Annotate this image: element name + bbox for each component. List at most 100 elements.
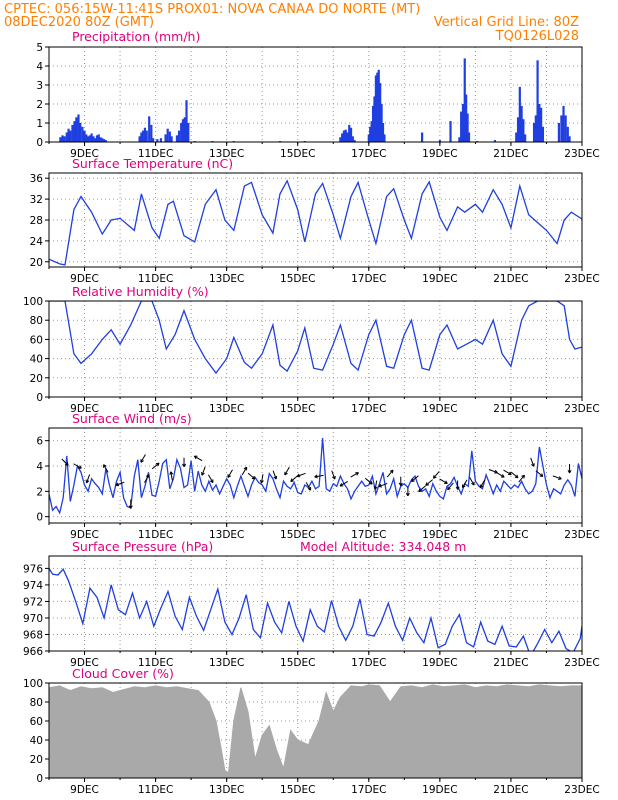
wind-arrow xyxy=(140,454,146,463)
wind-data xyxy=(49,438,582,515)
precip-bar xyxy=(102,139,106,142)
precip-xtick-label: 9DEC xyxy=(70,148,99,160)
pressure-ytick-label: 972 xyxy=(23,596,43,608)
pressure-xtick-label: 23DEC xyxy=(564,657,599,669)
cloud-xtick-label: 21DEC xyxy=(493,784,528,796)
precip-bar xyxy=(85,134,88,142)
cloud-panel: 0 20 40 60 80 100 9DEC 11DEC 13DEC 15DEC 17DEC 19DE… xyxy=(23,678,600,796)
precip-xtick-label: 11DEC xyxy=(138,148,173,160)
precip-xtick-label: 15DEC xyxy=(280,148,315,160)
wind-arrow xyxy=(193,455,203,462)
precip-bar xyxy=(156,139,159,142)
header-date: 08DEC2020 80Z (GMT) xyxy=(4,15,154,30)
wind-arrow xyxy=(411,475,419,483)
precip-bar xyxy=(187,123,190,142)
pressure-xtick-label: 19DEC xyxy=(422,657,457,669)
humidity-xtick-label: 17DEC xyxy=(351,403,386,415)
temp-ytick-label: 32 xyxy=(30,194,43,206)
humidity-panel: 0 20 40 60 80 100 9DEC 11DEC 13DEC 15DEC 17DEC 19DE… xyxy=(23,296,600,415)
precip-bar xyxy=(370,121,373,142)
pressure-ytick-label: 968 xyxy=(23,629,43,641)
wind-arrow xyxy=(479,479,486,489)
wind-arrow xyxy=(530,457,535,467)
precip-bar xyxy=(143,127,147,142)
precip-bar xyxy=(61,135,64,142)
precip-bar xyxy=(460,111,463,142)
precip-ytick-label: 3 xyxy=(36,80,43,92)
precip-bar xyxy=(86,136,90,142)
precip-bar xyxy=(461,104,465,142)
wind-arrow xyxy=(567,464,572,474)
precip-bar xyxy=(92,136,95,142)
precip-bar xyxy=(557,123,561,142)
wind-arrow xyxy=(227,469,233,478)
precip-bar xyxy=(349,127,353,142)
humidity-xtick-label: 9DEC xyxy=(70,403,99,415)
precip-bar xyxy=(79,123,82,142)
precip-bar xyxy=(341,133,344,142)
precip-bar xyxy=(465,94,468,142)
temp-xtick-label: 23DEC xyxy=(564,273,599,285)
wind-arrow xyxy=(85,474,91,484)
precip-bar xyxy=(77,114,80,142)
humidity-title: Relative Humidity (%) xyxy=(72,284,209,299)
wind-arrow xyxy=(128,499,133,509)
humidity-ytick-label: 40 xyxy=(30,354,43,366)
wind-xtick-label: 21DEC xyxy=(493,529,528,541)
wind-arrow xyxy=(284,466,290,476)
wind-arrow xyxy=(272,470,278,480)
temp-ytick-label: 36 xyxy=(30,173,44,185)
precip-bar xyxy=(380,104,383,142)
temp-ytick-label: 28 xyxy=(30,215,43,227)
wind-arrow xyxy=(151,462,160,470)
precip-xtick-label: 19DEC xyxy=(422,148,457,160)
wind-arrow xyxy=(447,482,454,491)
cloud-ytick-label: 60 xyxy=(30,716,43,728)
wind-arrow xyxy=(207,474,214,483)
wind-arrow xyxy=(169,471,174,481)
humidity-xtick-label: 15DEC xyxy=(280,403,315,415)
wind-arrow xyxy=(365,477,373,485)
cloud-ytick-label: 40 xyxy=(30,735,43,747)
precip-bar xyxy=(383,134,386,142)
pressure-xtick-label: 9DEC xyxy=(70,657,99,669)
precip-bar xyxy=(59,137,62,142)
precip-bar xyxy=(374,75,378,142)
wind-arrow xyxy=(331,470,336,480)
wind-xtick-label: 17DEC xyxy=(351,529,386,541)
wind-arrow xyxy=(418,485,426,493)
temp-xtick-label: 19DEC xyxy=(422,273,457,285)
temp-ytick-label: 20 xyxy=(30,257,43,269)
wind-arrow xyxy=(314,474,324,479)
wind-arrow xyxy=(378,482,388,488)
cloud-ytick-label: 0 xyxy=(36,773,43,785)
cloud-xtick-label: 15DEC xyxy=(280,784,315,796)
precip-bar xyxy=(101,138,104,142)
precip-bar xyxy=(522,119,525,142)
wind-arrow xyxy=(503,469,512,476)
precip-ytick-label: 0 xyxy=(36,137,43,149)
precip-ytick-label: 1 xyxy=(36,118,43,130)
wind-ytick-label: 4 xyxy=(36,461,43,473)
temp-xtick-label: 9DEC xyxy=(70,273,99,285)
pressure-data xyxy=(49,568,582,651)
precip-bar xyxy=(568,136,571,142)
precip-bar xyxy=(170,136,173,142)
precip-bar xyxy=(344,129,347,142)
cloud-ytick-label: 80 xyxy=(30,697,43,709)
precip-bar xyxy=(351,136,354,142)
precip-bar xyxy=(75,117,78,142)
precip-bar xyxy=(142,130,145,142)
precip-bar xyxy=(348,124,351,142)
precip-ytick-label: 2 xyxy=(36,99,43,111)
precip-bar xyxy=(145,130,148,142)
temp-xtick-label: 17DEC xyxy=(351,273,386,285)
humidity-line xyxy=(49,301,582,375)
wind-arrow xyxy=(201,466,206,476)
humidity-ytick-label: 100 xyxy=(23,296,43,308)
wind-arrow xyxy=(182,457,186,467)
precip-bar xyxy=(95,135,99,142)
pressure-panel: 966 968 970 972 974 976 9DEC 11DEC 13DEC 15DEC 17D… xyxy=(23,555,600,669)
wind-title: Surface Wind (m/s) xyxy=(72,411,192,426)
